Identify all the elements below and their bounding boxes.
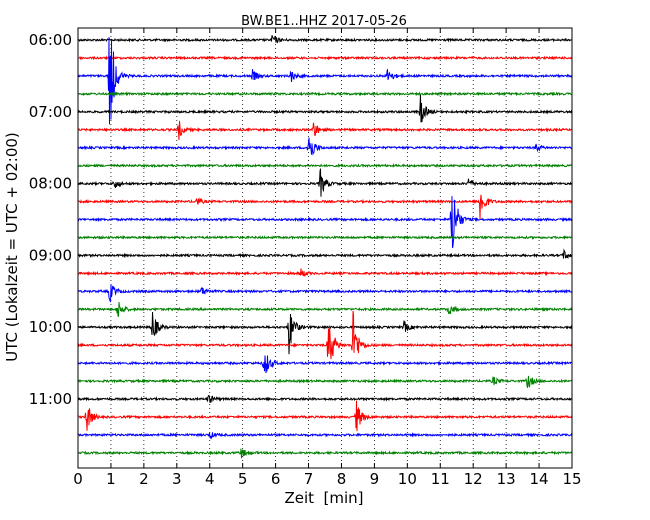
x-tick-label-5: 5 — [238, 470, 248, 488]
trace-row-21 — [77, 400, 573, 432]
x-tick-label-8: 8 — [337, 470, 347, 488]
x-axis-label: Zeit [min] — [284, 489, 363, 507]
trace-row-20 — [77, 394, 573, 403]
trace-row-13 — [77, 268, 573, 277]
trace-row-16 — [77, 311, 573, 355]
trace-row-6 — [77, 137, 573, 156]
trace-row-12 — [77, 248, 573, 260]
trace-row-14 — [77, 284, 573, 303]
y-tick-label-07:00: 07:00 — [29, 103, 72, 121]
x-tick-label-2: 2 — [139, 470, 149, 488]
trace-row-2 — [77, 37, 573, 125]
x-tick-label-6: 6 — [271, 470, 281, 488]
trace-row-17 — [77, 310, 573, 360]
trace-row-9 — [77, 194, 573, 220]
trace-row-23 — [77, 448, 573, 459]
trace-row-10 — [77, 196, 573, 248]
x-tick-label-11: 11 — [431, 470, 450, 488]
y-tick-label-10:00: 10:00 — [29, 318, 72, 336]
trace-row-11 — [77, 234, 573, 241]
trace-row-1 — [77, 55, 573, 61]
x-tick-label-7: 7 — [304, 470, 314, 488]
plot-frame — [77, 27, 573, 469]
x-tick-label-1: 1 — [106, 470, 116, 488]
x-tick-label-9: 9 — [370, 470, 380, 488]
x-tick-label-0: 0 — [73, 470, 83, 488]
x-tick-label-3: 3 — [172, 470, 182, 488]
x-tick-label-12: 12 — [464, 470, 483, 488]
x-tick-label-14: 14 — [530, 470, 549, 488]
grid-lines — [110, 28, 540, 468]
y-axis-label: UTC (Lokalzeit = UTC + 02:00) — [3, 132, 21, 362]
y-tick-label-11:00: 11:00 — [29, 390, 72, 408]
trace-row-0 — [77, 35, 573, 44]
trace-row-4 — [77, 95, 573, 123]
trace-row-15 — [77, 302, 573, 317]
trace-row-7 — [77, 162, 573, 169]
chart-title: BW.BE1..HHZ 2017-05-26 — [241, 14, 407, 29]
trace-row-8 — [77, 168, 573, 197]
trace-row-19 — [77, 375, 573, 388]
seismic-traces — [77, 35, 573, 459]
y-axis-ticks: 06:00 07:00 08:00 09:00 10:00 11:00 — [29, 31, 572, 408]
x-tick-label-10: 10 — [398, 470, 417, 488]
x-tick-label-4: 4 — [205, 470, 215, 488]
trace-row-5 — [77, 120, 573, 140]
y-tick-label-08:00: 08:00 — [29, 175, 72, 193]
x-tick-label-13: 13 — [497, 470, 516, 488]
trace-row-18 — [77, 355, 573, 374]
trace-row-3 — [77, 91, 573, 97]
trace-row-22 — [77, 432, 573, 440]
y-tick-label-09:00: 09:00 — [29, 246, 72, 264]
y-tick-label-06:00: 06:00 — [29, 31, 72, 49]
x-axis-ticks: 0 1 2 3 4 5 6 7 8 9 10 11 12 13 14 15 — [73, 28, 582, 488]
x-tick-label-15: 15 — [562, 470, 581, 488]
